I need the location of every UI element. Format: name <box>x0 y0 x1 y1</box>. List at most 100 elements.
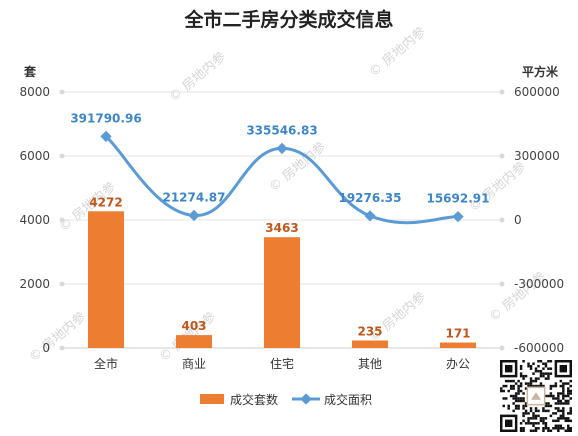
qr-finder <box>504 419 513 428</box>
qr-module <box>539 360 543 363</box>
bar-data-label: 4272 <box>89 195 122 209</box>
qr-module <box>557 419 560 423</box>
qr-module <box>557 424 560 428</box>
qr-module <box>569 384 572 388</box>
left-tick-label: 2000 <box>19 277 50 291</box>
qr-module <box>564 399 568 403</box>
qr-module <box>500 389 503 393</box>
qr-module <box>517 407 520 410</box>
qr-module <box>529 429 533 432</box>
qr-module <box>524 402 528 405</box>
qr-module <box>514 399 518 403</box>
qr-module <box>542 417 545 420</box>
qr-module <box>567 389 570 393</box>
qr-module <box>569 407 572 410</box>
legend-swatch-marker <box>300 393 312 405</box>
qr-module <box>517 389 520 393</box>
qr-module <box>562 397 565 400</box>
qr-module <box>509 394 513 398</box>
qr-module <box>549 387 553 390</box>
qr-module <box>559 424 563 428</box>
qr-module <box>527 417 530 420</box>
qr-module <box>524 412 528 415</box>
qr-module <box>549 372 553 375</box>
qr-module <box>569 427 572 430</box>
line-data-label: 391790.96 <box>70 111 141 125</box>
qr-module <box>542 427 545 430</box>
qr-module <box>554 402 558 405</box>
qr-module <box>507 404 510 408</box>
qr-module <box>569 379 572 383</box>
qr-module <box>532 362 535 365</box>
qr-module <box>557 397 560 400</box>
qr-module <box>522 429 525 432</box>
qr-module <box>542 362 545 365</box>
qr-module <box>539 374 543 378</box>
right-tick-marker <box>499 153 505 159</box>
qr-module <box>532 412 535 415</box>
qr-module <box>532 384 535 388</box>
left-tick-label: 0 <box>42 341 50 355</box>
qr-module <box>522 419 525 423</box>
line-data-label: 335546.83 <box>246 123 317 137</box>
qr-module <box>562 409 565 413</box>
qr-module <box>554 407 558 410</box>
qr-module <box>549 404 553 408</box>
qr-module <box>557 417 560 420</box>
qr-module <box>504 397 508 400</box>
qr-module <box>519 364 523 368</box>
line-point <box>188 209 200 222</box>
qr-module <box>544 362 548 365</box>
qr-module <box>544 402 548 405</box>
qr-module <box>514 392 518 395</box>
chart-title: 全市二手房分类成交信息 <box>183 8 393 31</box>
qr-module <box>519 384 523 388</box>
legend-swatch-bar <box>200 394 224 404</box>
qr-module <box>547 409 550 413</box>
qr-module <box>502 384 505 388</box>
qr-module <box>549 367 553 370</box>
line-data-label: 21274.87 <box>162 190 225 204</box>
right-tick-label: -300000 <box>514 277 564 291</box>
qr-module <box>527 382 530 385</box>
axis-labels: 0 2000 4000 6000 8000 -600000 -300000 0 300000 60… <box>19 85 564 371</box>
qr-module <box>522 377 525 380</box>
qr-module <box>522 412 525 415</box>
qr-center-logo <box>531 392 541 400</box>
qr-module <box>512 387 515 390</box>
qr-module <box>557 394 560 398</box>
qr-module <box>529 382 533 385</box>
qr-module <box>542 409 545 413</box>
qr-module <box>532 379 535 383</box>
left-tick-label: 4000 <box>19 213 50 227</box>
bar <box>88 211 124 348</box>
qr-module <box>529 379 533 383</box>
qr-module <box>547 374 550 378</box>
qr-module <box>547 367 550 370</box>
right-tick-marker <box>499 89 505 95</box>
qr-module <box>514 397 518 400</box>
qr-module <box>567 392 570 395</box>
qr-module <box>562 417 565 420</box>
qr-module <box>517 404 520 408</box>
right-tick-marker <box>499 281 505 287</box>
qr-module <box>524 409 528 413</box>
qr-module <box>552 427 555 430</box>
qr-module <box>544 424 548 428</box>
category-label: 其他 <box>358 357 382 371</box>
qr-module <box>559 379 563 383</box>
qr-module <box>562 412 565 415</box>
qr-module <box>529 364 533 368</box>
qr-module <box>519 399 523 403</box>
qr-module <box>542 419 545 423</box>
qr-module <box>539 372 543 375</box>
qr-module <box>567 424 570 428</box>
qr-module <box>559 409 563 413</box>
qr-module <box>552 412 555 415</box>
qr-module <box>559 414 563 418</box>
qr-module <box>567 429 570 432</box>
qr-module <box>562 389 565 393</box>
qr-module <box>522 414 525 418</box>
qr-module <box>539 419 543 423</box>
